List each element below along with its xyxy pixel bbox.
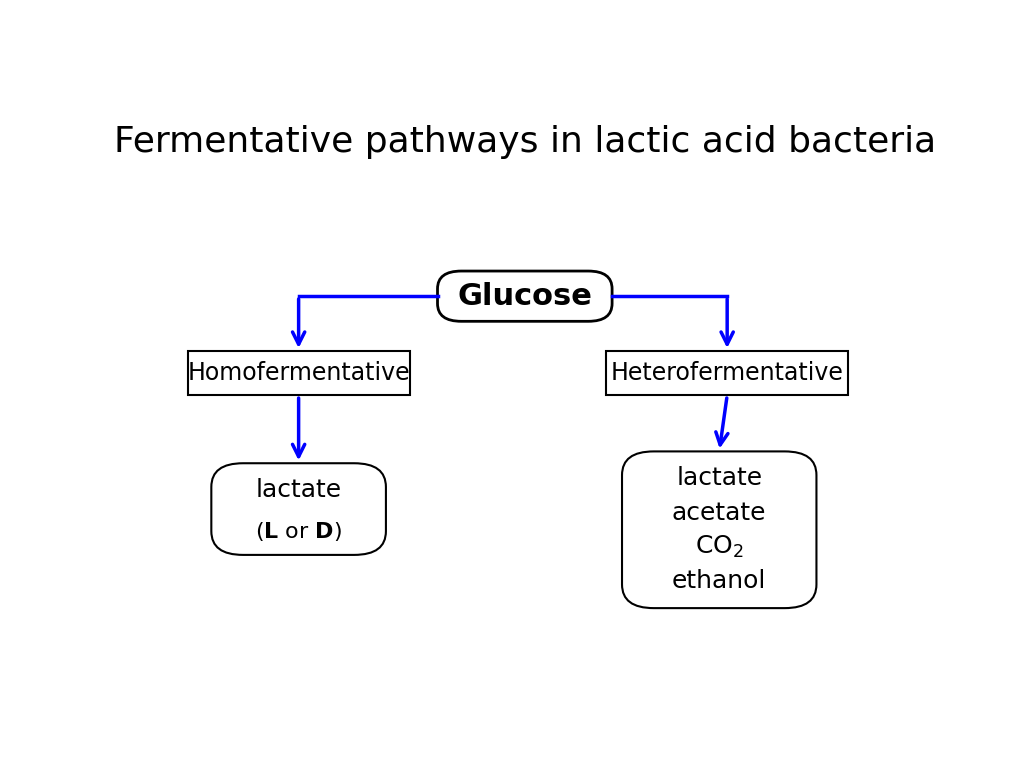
FancyBboxPatch shape bbox=[437, 271, 612, 321]
Text: ($\mathbf{L}$ or $\mathbf{D}$): ($\mathbf{L}$ or $\mathbf{D}$) bbox=[255, 520, 342, 543]
Text: Glucose: Glucose bbox=[458, 282, 592, 311]
Text: Heterofermentative: Heterofermentative bbox=[610, 361, 844, 385]
Text: lactate: lactate bbox=[676, 466, 762, 490]
FancyBboxPatch shape bbox=[606, 351, 848, 396]
Text: Fermentative pathways in lactic acid bacteria: Fermentative pathways in lactic acid bac… bbox=[114, 125, 936, 160]
Text: lactate: lactate bbox=[256, 478, 342, 502]
Text: acetate: acetate bbox=[672, 501, 767, 525]
Text: Homofermentative: Homofermentative bbox=[187, 361, 410, 385]
Text: ethanol: ethanol bbox=[672, 569, 766, 593]
FancyBboxPatch shape bbox=[622, 452, 816, 608]
FancyBboxPatch shape bbox=[211, 463, 386, 555]
Text: CO$_2$: CO$_2$ bbox=[695, 534, 743, 560]
FancyBboxPatch shape bbox=[187, 351, 410, 396]
